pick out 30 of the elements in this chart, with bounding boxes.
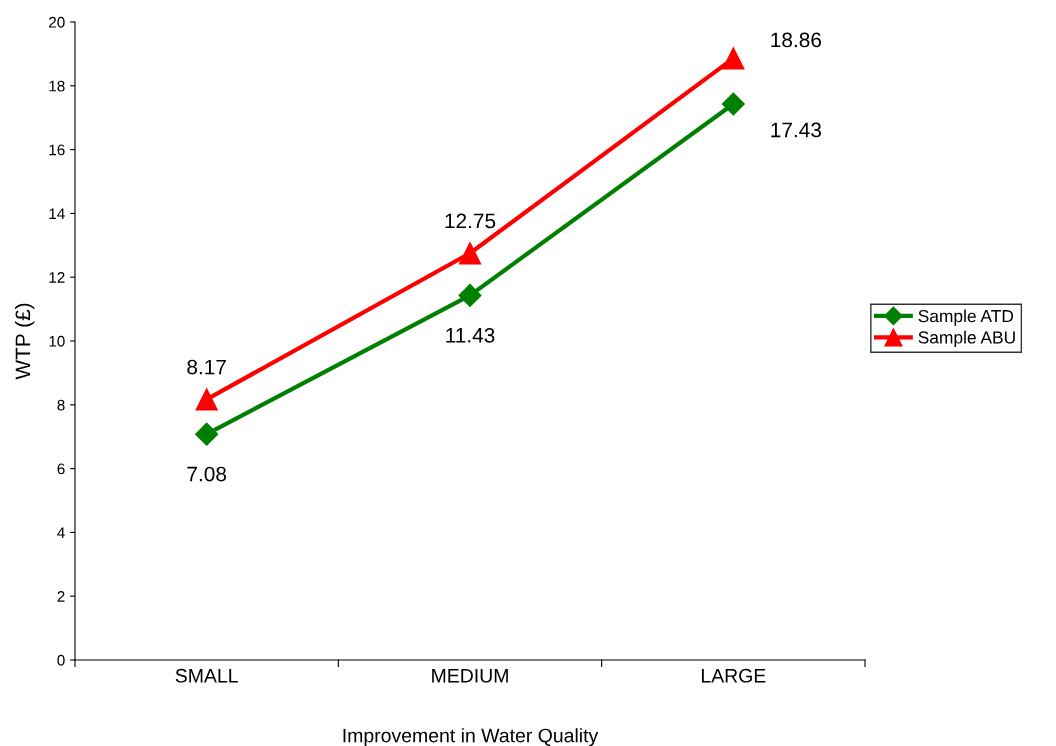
point	[195, 388, 218, 411]
x-tick-label: SMALL	[175, 668, 238, 683]
y-tick-label: 20	[49, 16, 65, 28]
legend-label: Sample ATD	[918, 309, 1014, 326]
y-tick-label: 2	[57, 591, 65, 602]
y-axis-title: WTP (£)	[14, 303, 35, 380]
y-tick-label: 8	[57, 399, 65, 411]
point	[721, 92, 745, 116]
data-label: 12.75	[445, 213, 496, 229]
legend-label: Sample ABU	[918, 330, 1015, 348]
point	[458, 283, 482, 307]
data-label: 11.43	[446, 327, 495, 343]
x-axis-title: Improvement in Water Quality	[343, 728, 599, 746]
data-label: 17.43	[771, 122, 821, 138]
point	[722, 47, 745, 70]
data-label: 18.86	[771, 32, 821, 48]
y-tick-label: 12	[49, 272, 65, 283]
y-tick-label: 14	[49, 208, 65, 219]
x-tick-label: LARGE	[701, 668, 766, 683]
y-tick-label: 6	[57, 463, 65, 475]
data-label: 8.17	[187, 359, 226, 375]
y-tick-label: 4	[57, 527, 65, 538]
y-tick-label: 16	[49, 144, 65, 156]
point	[458, 242, 482, 265]
y-tick-label: 18	[49, 80, 65, 92]
y-tick-label: 0	[57, 654, 65, 666]
data-label: 7.08	[187, 466, 227, 482]
point	[195, 422, 219, 446]
x-tick-label: MEDIUM	[432, 669, 508, 683]
y-tick-label: 10	[49, 335, 65, 347]
